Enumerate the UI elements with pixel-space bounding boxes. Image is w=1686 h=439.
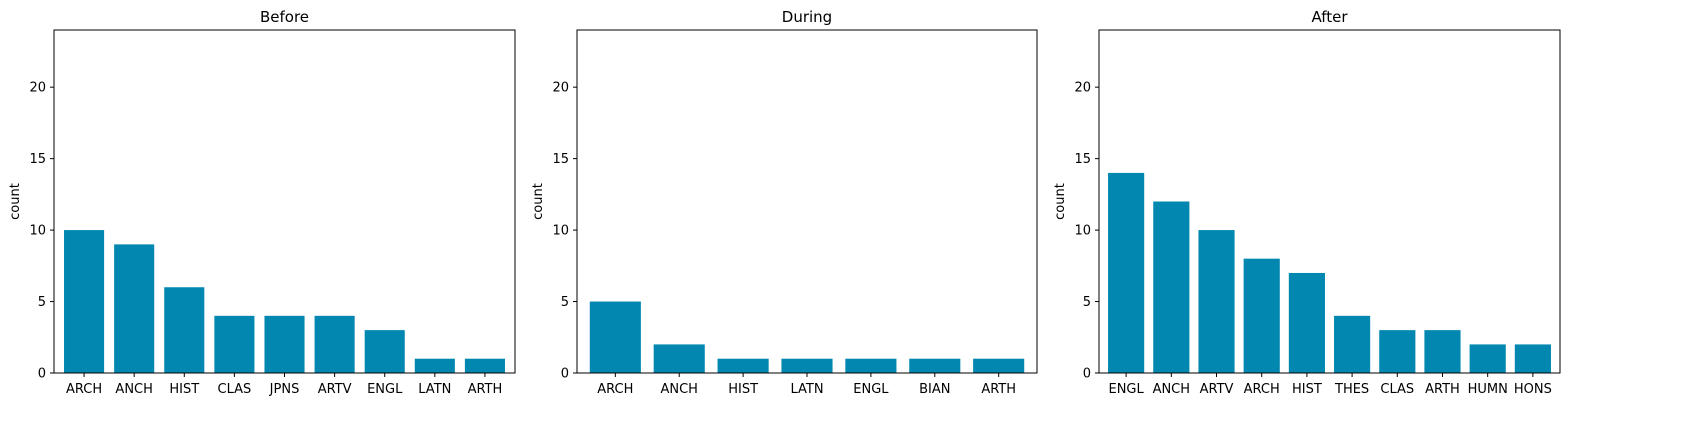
- y-axis-label: count: [8, 183, 23, 220]
- axes-frame: [576, 29, 1038, 374]
- y-tick-label: 15: [1074, 152, 1091, 167]
- bar-arch: [589, 301, 641, 373]
- bar-bian: [909, 358, 961, 373]
- bar-clas: [214, 315, 255, 373]
- y-tick-label: 0: [561, 367, 569, 382]
- x-tick-label: CLAS: [1380, 382, 1414, 397]
- subplot-3: 0 5 10 15 20 ENGL ANCH ARTV ARCH HIST THES CLAS ARTH…: [1053, 8, 1561, 397]
- y-tick-label: 10: [1074, 224, 1091, 239]
- y-tick-label: 5: [1083, 295, 1091, 310]
- x-tick-label: LATN: [790, 382, 823, 397]
- x-tick-label: ARTH: [1425, 382, 1460, 397]
- bar-anch: [114, 244, 155, 374]
- bar-anch: [1153, 201, 1190, 373]
- subplot-1: 0 5 10 15 20 ARCH ANCH HIST CLAS JPNS ARTV ENGL LATN…: [8, 8, 516, 397]
- y-tick-label: 20: [1074, 81, 1091, 96]
- y-axis-label: count: [1053, 183, 1068, 220]
- bar-arth: [973, 358, 1025, 373]
- chart-title: Before: [260, 8, 309, 26]
- bar-latn: [781, 358, 833, 373]
- x-tick-label: THES: [1334, 382, 1369, 397]
- x-tick-label: BIAN: [919, 382, 950, 397]
- bar-engl: [1108, 172, 1145, 373]
- x-tick-label: ARTV: [318, 382, 352, 397]
- bar-arth: [464, 358, 505, 373]
- x-tick-label: HUMN: [1468, 382, 1508, 397]
- x-tick-label: ARCH: [597, 382, 633, 397]
- x-tick-label: CLAS: [218, 382, 252, 397]
- bar-humn: [1469, 344, 1506, 373]
- bar-clas: [1379, 330, 1416, 374]
- bar-arth: [1424, 330, 1461, 374]
- bar-hons: [1514, 344, 1551, 373]
- y-tick-label: 5: [38, 295, 46, 310]
- axes-frame: [1098, 29, 1561, 374]
- x-tick-label: HIST: [169, 382, 199, 397]
- bar-engl: [364, 330, 405, 374]
- x-tick-label: ARCH: [1244, 382, 1280, 397]
- x-tick-label: ANCH: [660, 382, 697, 397]
- y-tick-label: 20: [552, 81, 569, 96]
- x-tick-label: ARTV: [1200, 382, 1234, 397]
- y-tick-label: 0: [38, 367, 46, 382]
- bar-thes: [1334, 315, 1371, 373]
- bar-artv: [314, 315, 355, 373]
- bar-anch: [653, 344, 705, 373]
- x-tick-label: ANCH: [115, 382, 152, 397]
- y-tick-label: 5: [561, 295, 569, 310]
- bar-hist: [1288, 272, 1325, 373]
- x-tick-label: ARCH: [66, 382, 102, 397]
- y-tick-label: 10: [29, 224, 46, 239]
- x-tick-label: HONS: [1514, 382, 1552, 397]
- x-tick-label: ENGL: [367, 382, 403, 397]
- chart-title: During: [782, 8, 832, 26]
- bar-latn: [414, 358, 455, 373]
- bar-artv: [1198, 230, 1235, 373]
- y-tick-label: 15: [552, 152, 569, 167]
- x-tick-label: ANCH: [1153, 382, 1190, 397]
- y-tick-label: 15: [29, 152, 46, 167]
- bar-engl: [845, 358, 897, 373]
- x-tick-label: ENGL: [853, 382, 889, 397]
- x-tick-label: ARTH: [981, 382, 1016, 397]
- bar-arch: [1243, 258, 1280, 373]
- x-tick-label: JPNS: [269, 382, 300, 397]
- x-tick-label: HIST: [728, 382, 758, 397]
- chart-title: After: [1311, 8, 1348, 26]
- y-tick-label: 10: [552, 224, 569, 239]
- y-tick-label: 0: [1083, 367, 1091, 382]
- x-tick-label: LATN: [418, 382, 451, 397]
- bar-hist: [164, 287, 205, 373]
- subplot-2: 0 5 10 15 20 ARCH ANCH HIST LATN ENGL BIAN ARTH Duri…: [531, 8, 1038, 397]
- x-tick-label: ARTH: [468, 382, 503, 397]
- y-tick-label: 20: [29, 81, 46, 96]
- x-tick-label: HIST: [1292, 382, 1322, 397]
- bar-hist: [717, 358, 769, 373]
- y-axis-label: count: [531, 183, 546, 220]
- bar-arch: [64, 230, 105, 373]
- x-tick-label: ENGL: [1108, 382, 1144, 397]
- bar-jpns: [264, 315, 305, 373]
